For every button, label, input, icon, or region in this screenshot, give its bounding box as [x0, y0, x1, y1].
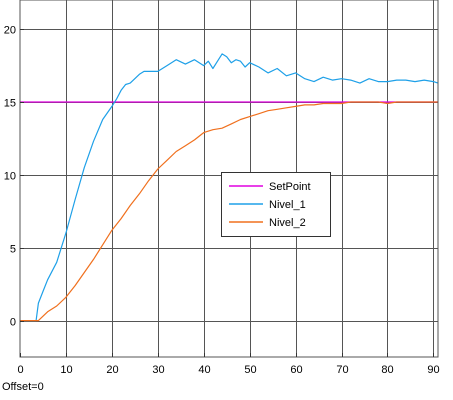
x-tick-label: 0 [17, 364, 23, 376]
legend-label: Nivel_2 [269, 217, 306, 229]
x-tick-label: 50 [244, 364, 256, 376]
x-tick-label: 80 [381, 364, 393, 376]
y-tick-label: 0 [10, 317, 16, 329]
y-tick-label: 20 [4, 25, 16, 37]
x-tick-label: 20 [106, 364, 118, 376]
plot-border [19, 0, 439, 358]
y-tick-label: 15 [4, 98, 16, 110]
x-tick-label: 30 [152, 364, 164, 376]
x-tick-label: 40 [198, 364, 210, 376]
x-tick-label: 90 [427, 364, 439, 376]
series-line-nivel-1 [20, 53, 439, 322]
x-axis-ticks: 0 10 20 30 40 50 60 70 80 90 [17, 353, 440, 376]
plot-lines [20, 53, 439, 322]
y-tick-label: 5 [10, 244, 16, 256]
series-line-nivel-2 [20, 101, 438, 322]
x-tick-label: 10 [60, 364, 72, 376]
legend: SetPoint Nivel_1 Nivel_2 [221, 172, 331, 237]
y-axis-ticks: 0 5 10 15 20 [4, 25, 24, 329]
y-tick-label: 10 [4, 171, 16, 183]
legend-label: SetPoint [269, 181, 311, 193]
x-tick-label: 60 [290, 364, 302, 376]
offset-label: Offset=0 [2, 381, 44, 393]
legend-label: Nivel_1 [269, 199, 306, 211]
grid [20, 0, 438, 357]
x-tick-label: 70 [336, 364, 348, 376]
